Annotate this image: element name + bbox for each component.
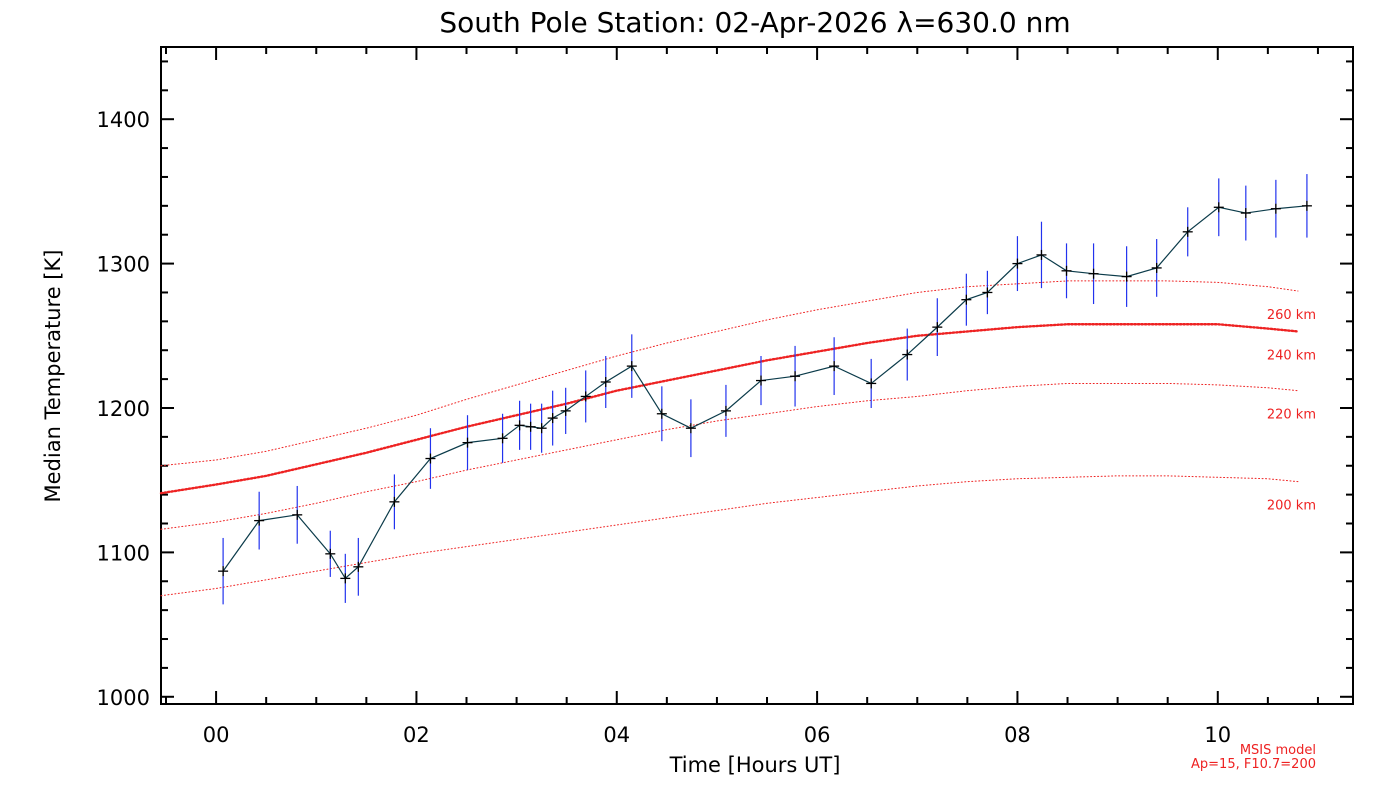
series-line: [222, 205, 1307, 580]
data-point: [497, 433, 508, 444]
data-point: [292, 509, 303, 520]
data-point: [656, 408, 667, 419]
data-point: [340, 573, 351, 584]
data-point: [600, 376, 611, 387]
data-point: [626, 361, 637, 372]
data-point: [756, 375, 767, 386]
data-point: [1270, 203, 1281, 214]
data-point: [720, 405, 731, 416]
data-point: [685, 423, 696, 434]
y-tick-label: 1200: [97, 397, 150, 421]
data-point: [525, 421, 536, 432]
msis-model-curves: [159, 280, 1300, 597]
data-point: [353, 561, 364, 572]
data-point: [1151, 262, 1162, 273]
data-point: [790, 371, 801, 382]
data-point: [1301, 200, 1312, 211]
data-point: [829, 361, 840, 372]
y-axis-ticks: 1000 1100 1200 1300 1400: [97, 60, 1353, 710]
data-point: [547, 413, 558, 424]
data-point: [1061, 265, 1072, 276]
model-label-240km: 240 km: [1267, 348, 1316, 363]
x-tick-label: 00: [203, 723, 230, 747]
model-curve-200km: [160, 475, 1299, 597]
data-point: [425, 453, 436, 464]
y-tick-label: 1300: [97, 253, 150, 277]
chart-title: South Pole Station: 02-Apr-2026 λ=630.0 …: [439, 6, 1070, 39]
x-axis-label: Time [Hours UT]: [669, 753, 841, 777]
x-axis-ticks: 00 02 04 06 08 10: [165, 47, 1319, 747]
data-point: [961, 294, 972, 305]
x-tick-label: 06: [804, 723, 831, 747]
model-curve-220km: [160, 382, 1299, 530]
data-point: [580, 391, 591, 402]
data-point: [560, 405, 571, 416]
data-point: [218, 566, 229, 577]
y-tick-label: 1000: [97, 686, 150, 710]
data-point: [982, 287, 993, 298]
model-note-line1: MSIS model: [1240, 743, 1316, 758]
data-point: [536, 423, 547, 434]
data-point: [514, 420, 525, 431]
model-label-260km: 260 km: [1267, 308, 1316, 323]
data-point: [902, 349, 913, 360]
data-point: [462, 437, 473, 448]
data-point: [1036, 249, 1047, 260]
y-tick-label: 1400: [97, 108, 150, 132]
model-note-line2: Ap=15, F10.7=200: [1191, 757, 1316, 772]
data-point: [1121, 271, 1132, 282]
data-point: [1012, 258, 1023, 269]
model-label-220km: 220 km: [1267, 408, 1316, 423]
data-series: [218, 200, 1312, 584]
data-point: [1213, 202, 1224, 213]
model-curve-240km: [159, 323, 1300, 495]
model-label-200km: 200 km: [1267, 499, 1316, 514]
data-point: [1088, 268, 1099, 279]
data-point: [254, 515, 265, 526]
model-curve-260km: [160, 280, 1299, 467]
data-point: [1240, 208, 1251, 219]
error-bars: [222, 174, 1308, 605]
model-curve-labels: 260 km 240 km 220 km 200 km: [1267, 308, 1316, 514]
data-point: [325, 548, 336, 559]
x-tick-label: 08: [1004, 723, 1031, 747]
y-tick-label: 1100: [97, 541, 150, 565]
data-point: [932, 322, 943, 333]
x-tick-label: 10: [1204, 723, 1231, 747]
x-tick-label: 04: [603, 723, 630, 747]
plot-frame: [160, 46, 1354, 705]
x-tick-label: 02: [403, 723, 430, 747]
data-point: [866, 378, 877, 389]
y-axis-label: Median Temperature [K]: [41, 250, 65, 503]
data-point: [1182, 226, 1193, 237]
data-point: [389, 496, 400, 507]
